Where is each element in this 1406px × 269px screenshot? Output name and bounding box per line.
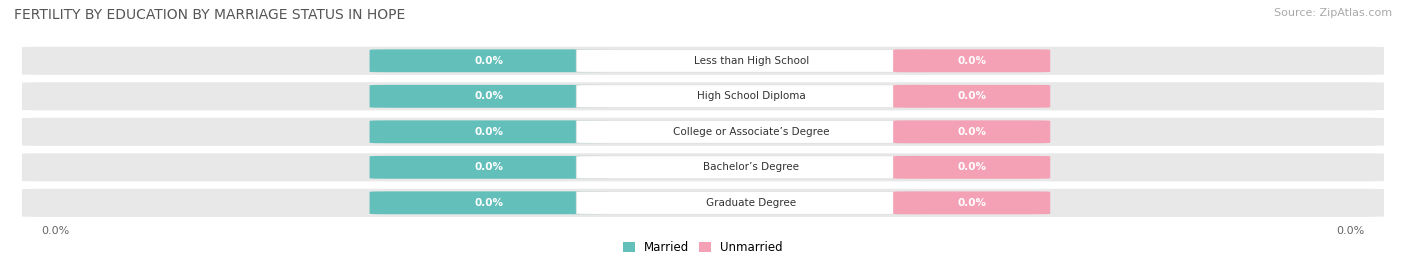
FancyBboxPatch shape <box>576 49 927 72</box>
Text: 0.0%: 0.0% <box>475 198 503 208</box>
FancyBboxPatch shape <box>576 191 927 214</box>
Text: 0.0%: 0.0% <box>42 226 70 236</box>
Text: 0.0%: 0.0% <box>475 162 503 172</box>
FancyBboxPatch shape <box>21 81 1385 111</box>
FancyBboxPatch shape <box>893 85 1050 108</box>
Text: 0.0%: 0.0% <box>957 127 986 137</box>
Text: College or Associate’s Degree: College or Associate’s Degree <box>673 127 830 137</box>
FancyBboxPatch shape <box>893 49 1050 72</box>
FancyBboxPatch shape <box>576 120 927 143</box>
FancyBboxPatch shape <box>370 191 609 214</box>
FancyBboxPatch shape <box>893 156 1050 179</box>
FancyBboxPatch shape <box>370 85 609 108</box>
Text: 0.0%: 0.0% <box>957 56 986 66</box>
FancyBboxPatch shape <box>576 156 927 179</box>
FancyBboxPatch shape <box>893 120 1050 143</box>
Text: 0.0%: 0.0% <box>957 91 986 101</box>
Legend: Married, Unmarried: Married, Unmarried <box>619 237 787 259</box>
Text: Graduate Degree: Graduate Degree <box>706 198 796 208</box>
Text: Less than High School: Less than High School <box>693 56 808 66</box>
Text: 0.0%: 0.0% <box>475 127 503 137</box>
Text: Source: ZipAtlas.com: Source: ZipAtlas.com <box>1274 8 1392 18</box>
FancyBboxPatch shape <box>576 85 927 108</box>
Text: 0.0%: 0.0% <box>475 56 503 66</box>
Text: 0.0%: 0.0% <box>475 91 503 101</box>
FancyBboxPatch shape <box>370 120 609 143</box>
FancyBboxPatch shape <box>21 46 1385 76</box>
FancyBboxPatch shape <box>21 188 1385 218</box>
Text: High School Diploma: High School Diploma <box>697 91 806 101</box>
Text: Bachelor’s Degree: Bachelor’s Degree <box>703 162 799 172</box>
Text: 0.0%: 0.0% <box>1336 226 1364 236</box>
FancyBboxPatch shape <box>21 152 1385 182</box>
FancyBboxPatch shape <box>370 156 609 179</box>
Text: 0.0%: 0.0% <box>957 162 986 172</box>
Text: 0.0%: 0.0% <box>957 198 986 208</box>
FancyBboxPatch shape <box>21 117 1385 147</box>
FancyBboxPatch shape <box>893 191 1050 214</box>
FancyBboxPatch shape <box>370 49 609 72</box>
Text: FERTILITY BY EDUCATION BY MARRIAGE STATUS IN HOPE: FERTILITY BY EDUCATION BY MARRIAGE STATU… <box>14 8 405 22</box>
